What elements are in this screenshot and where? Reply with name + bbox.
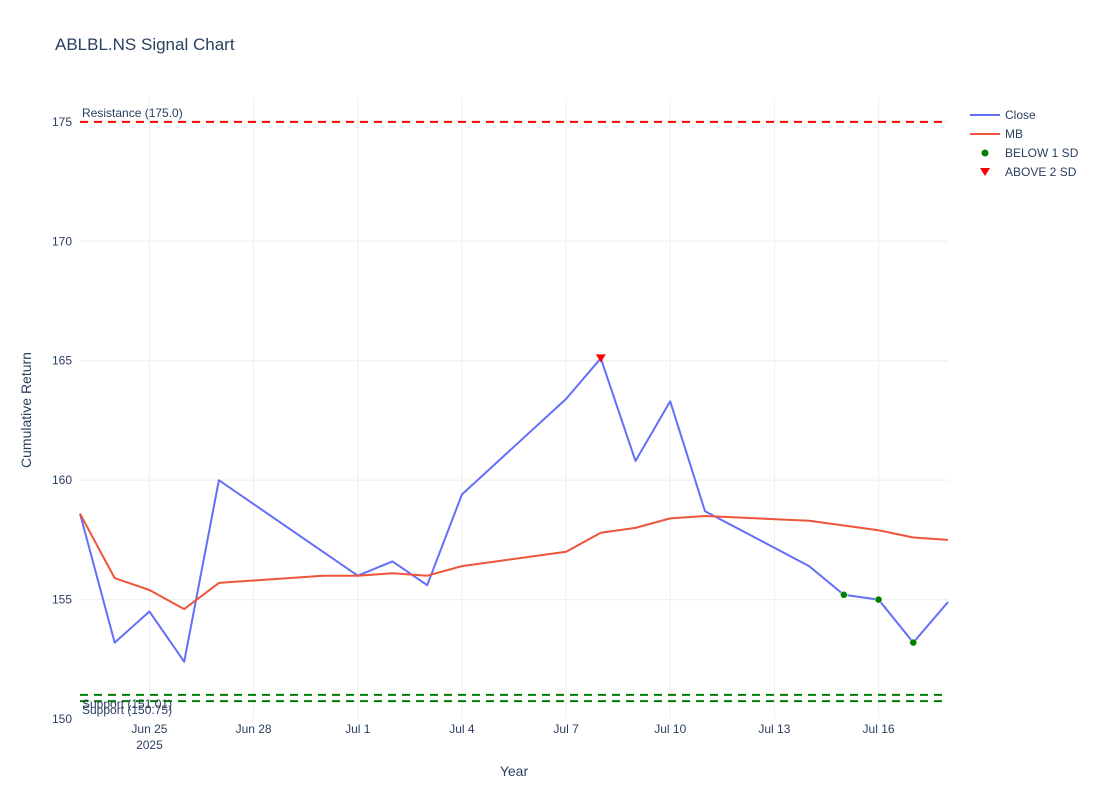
x-tick-sublabel: 2025 [136, 738, 163, 752]
reference-label: Support (151.01) [82, 697, 172, 711]
x-tick-label: Jul 7 [553, 722, 579, 736]
x-tick-label: Jul 16 [863, 722, 895, 736]
reference-lines [80, 120, 948, 703]
series-layer [79, 357, 949, 663]
legend-label: MB [1005, 127, 1023, 141]
marker-below-1sd [909, 638, 918, 647]
series-line-mb [79, 513, 949, 611]
x-tick-label: Jun 28 [236, 722, 272, 736]
x-tick-label: Jul 13 [758, 722, 790, 736]
y-axis-title: Cumulative Return [18, 352, 34, 468]
legend-swatch [980, 168, 990, 176]
series-line-close [79, 357, 949, 663]
y-tick-label: 170 [52, 234, 72, 248]
markers-layer [595, 354, 918, 647]
x-tick-label: Jul 1 [345, 722, 371, 736]
y-tick-label: 175 [52, 115, 72, 129]
legend-item[interactable]: ABOVE 2 SD [980, 165, 1077, 179]
x-tick-label: Jul 10 [654, 722, 686, 736]
legend-item[interactable]: MB [970, 127, 1023, 141]
y-tick-label: 150 [52, 712, 72, 726]
x-tick-label: Jun 25 [131, 722, 167, 736]
marker-below-1sd [874, 595, 883, 604]
legend-item[interactable]: Close [970, 108, 1036, 122]
marker-above-2sd [595, 354, 606, 363]
y-tick-label: 165 [52, 354, 72, 368]
legend-label: ABOVE 2 SD [1005, 165, 1077, 179]
x-axis-title: Year [500, 763, 529, 779]
x-tick-label: Jul 4 [449, 722, 475, 736]
legend-swatch [981, 149, 989, 157]
legend-label: BELOW 1 SD [1005, 146, 1079, 160]
legend: Close MB BELOW 1 SD ABOVE 2 SD [970, 108, 1079, 179]
reference-label: Support (150.75) [82, 703, 172, 717]
y-tick-label: 160 [52, 473, 72, 487]
grid [80, 98, 948, 719]
legend-item[interactable]: BELOW 1 SD [981, 146, 1079, 160]
reference-annotations: Resistance (175.0) Support (151.01)Suppor… [82, 106, 183, 717]
reference-label: Resistance (175.0) [82, 106, 183, 120]
y-axis-ticks: 150 155 160 165 170 175 [52, 115, 72, 726]
marker-below-1sd [840, 591, 848, 599]
chart-title: ABLBL.NS Signal Chart [55, 35, 235, 54]
y-tick-label: 155 [52, 593, 72, 607]
legend-label: Close [1005, 108, 1036, 122]
x-axis-ticks: Jun 25 2025 Jun 28 Jul 1 Jul 4 Jul 7 Jul 10 Jul… [131, 722, 894, 752]
